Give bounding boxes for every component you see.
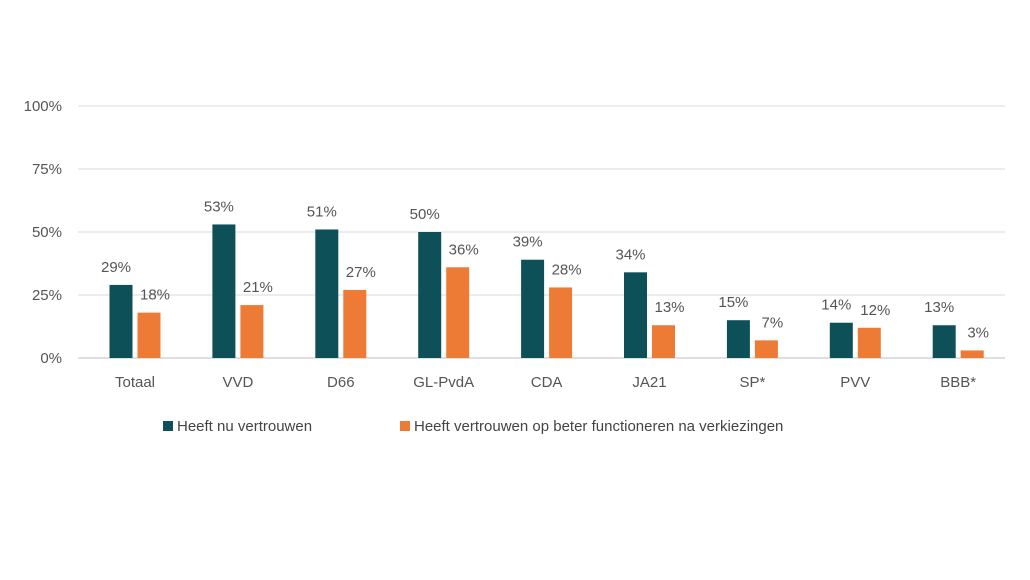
x-tick-label: SP* [739, 374, 765, 391]
bar-future-trust [652, 325, 675, 358]
bar-current-trust [315, 229, 339, 358]
x-tick-label: D66 [327, 374, 355, 391]
data-label: 14% [821, 297, 851, 314]
x-tick-label: GL-PvdA [413, 374, 474, 391]
legend: Heeft nu vertrouwen Heeft vertrouwen op b… [163, 418, 783, 435]
y-tick-label: 50% [32, 224, 62, 241]
data-label: 50% [410, 206, 440, 223]
legend-label: Heeft nu vertrouwen [177, 418, 312, 435]
bar-current-trust [726, 320, 750, 358]
bar-future-trust [137, 312, 161, 358]
data-label: 21% [243, 279, 273, 296]
bar-current-trust [418, 232, 442, 358]
legend-swatch [400, 421, 410, 431]
data-label: 34% [615, 246, 645, 263]
bar-future-trust [549, 287, 573, 358]
bar-current-trust [624, 272, 647, 358]
y-tick-label: 25% [32, 287, 62, 304]
x-tick-label: JA21 [632, 374, 666, 391]
data-label: 3% [967, 324, 989, 341]
data-label: 12% [860, 302, 890, 319]
data-label: 36% [449, 241, 479, 258]
data-label: 29% [101, 259, 131, 276]
data-label: 28% [552, 261, 582, 278]
data-label: 15% [718, 294, 748, 311]
legend-label: Heeft vertrouwen op beter functioneren n… [414, 418, 783, 435]
bar-future-trust [960, 350, 984, 358]
bar-future-trust [857, 327, 881, 358]
y-tick-label: 0% [40, 350, 62, 367]
data-label: 39% [513, 234, 543, 251]
bars [109, 224, 984, 358]
legend-swatch [163, 421, 173, 431]
data-label: 27% [346, 264, 376, 281]
y-tick-label: 75% [32, 161, 62, 178]
bar-future-trust [754, 340, 778, 358]
bar-current-trust [829, 322, 853, 358]
data-label: 51% [307, 203, 337, 220]
bar-future-trust [446, 267, 470, 358]
x-axis: Totaal VVD D66 GL-PvdA CDA JA21 SP* PVV BBB* [115, 374, 976, 391]
data-label: 13% [924, 299, 954, 316]
x-tick-label: CDA [531, 374, 563, 391]
data-label: 53% [204, 198, 234, 215]
data-labels: 29% 18% 53% 21% 51% 27% 50% 36% 39% 28% 34% 13% 15% 7… [101, 198, 989, 341]
x-tick-label: BBB* [940, 374, 976, 391]
x-tick-label: VVD [222, 374, 253, 391]
data-label: 18% [140, 287, 170, 304]
bar-current-trust [932, 325, 956, 358]
bar-future-trust [240, 305, 264, 358]
bar-current-trust [109, 284, 133, 358]
bar-current-trust [212, 224, 236, 358]
data-label: 7% [762, 314, 784, 331]
bar-current-trust [521, 259, 545, 358]
y-axis: 0% 25% 50% 75% 100% [24, 98, 62, 367]
x-tick-label: Totaal [115, 374, 155, 391]
data-label: 13% [654, 299, 684, 316]
y-tick-label: 100% [24, 98, 62, 115]
x-tick-label: PVV [840, 374, 870, 391]
bar-future-trust [343, 289, 367, 358]
